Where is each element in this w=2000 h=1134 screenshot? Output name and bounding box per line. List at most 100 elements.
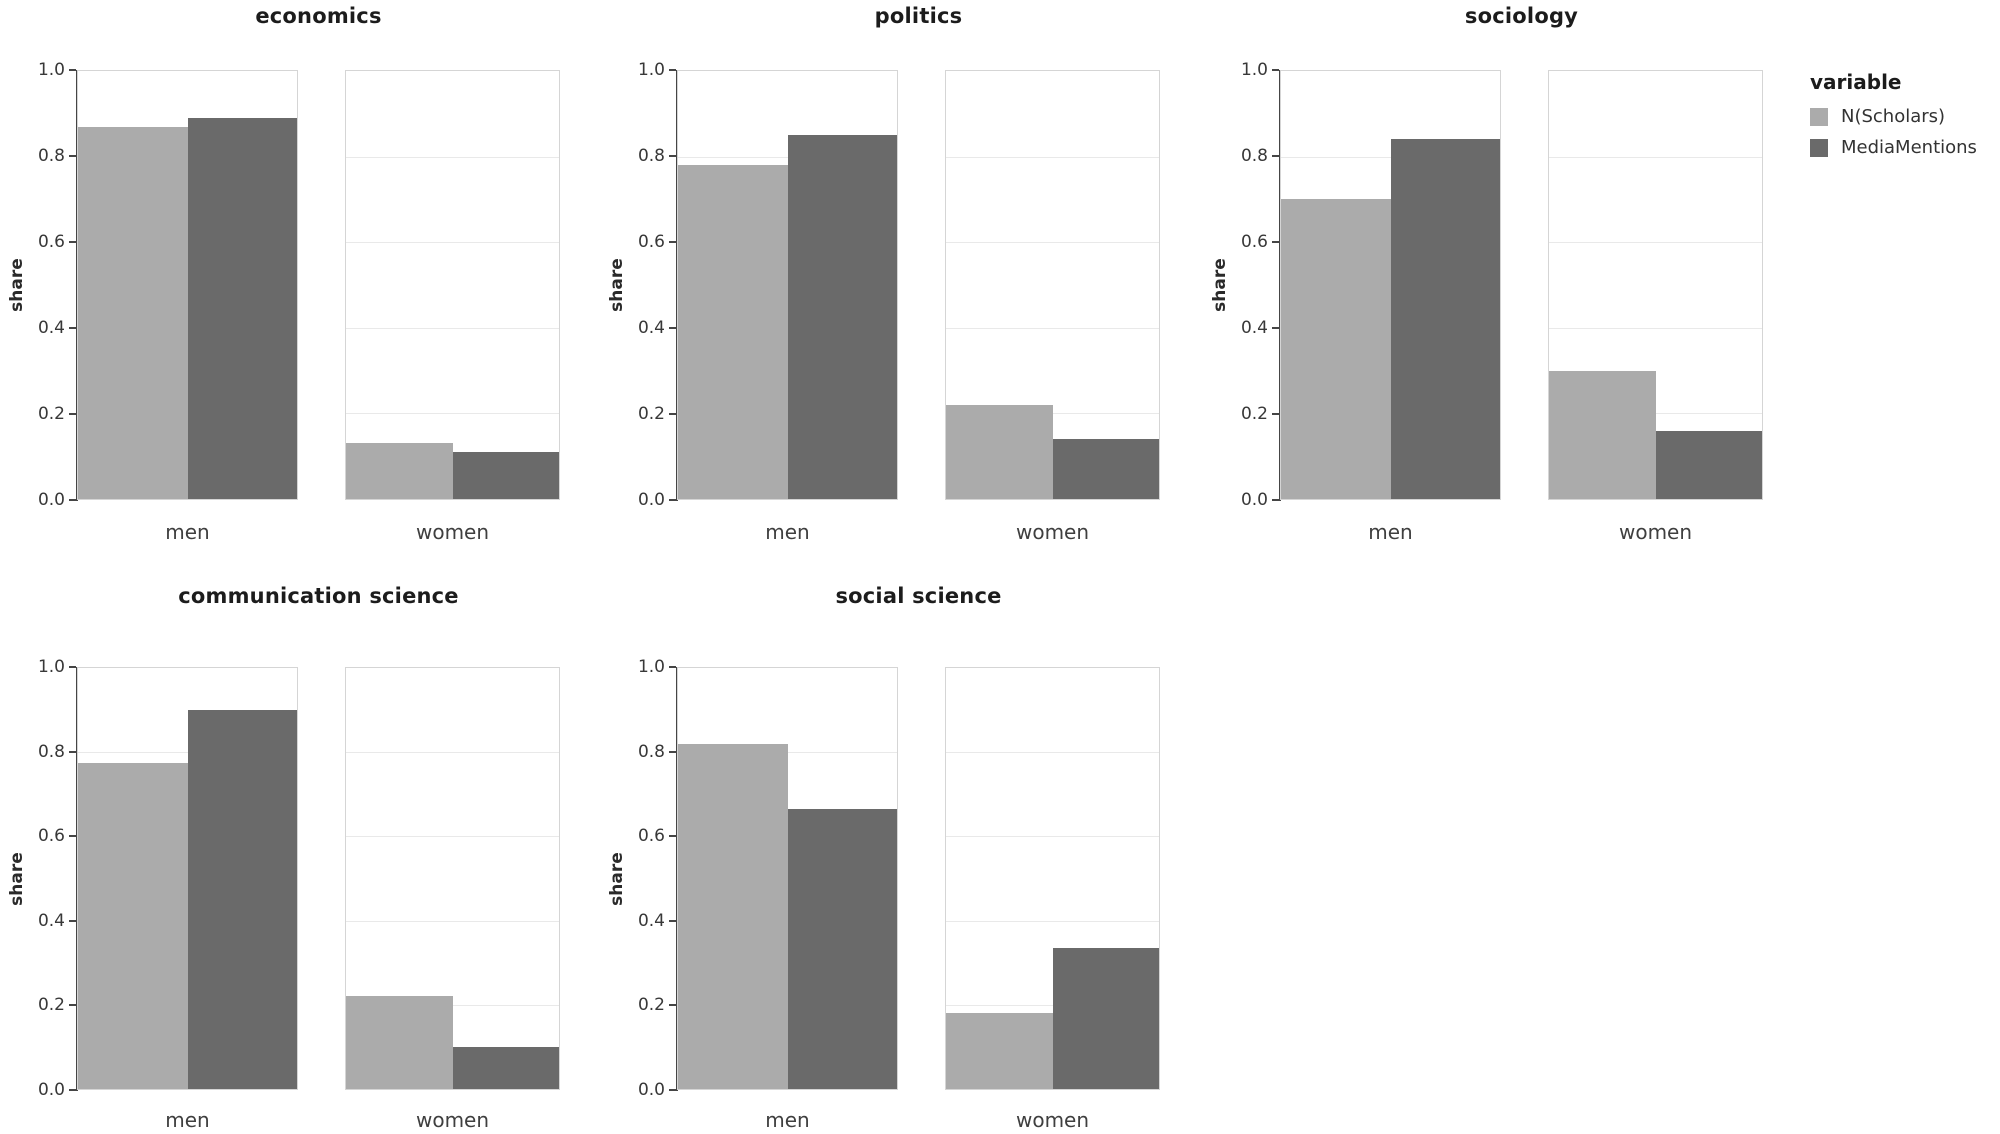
- y-tick: [669, 919, 676, 922]
- y-tick-label: 0.0: [1240, 490, 1268, 510]
- bar-mediamentions: [1052, 439, 1159, 499]
- y-tick-label: 0.6: [637, 232, 665, 252]
- bar-nscholars: [78, 762, 188, 1089]
- panel-women: [1548, 70, 1763, 500]
- gridline: [346, 1004, 559, 1006]
- gridline: [946, 836, 1159, 838]
- y-tick-label: 0.6: [37, 232, 65, 252]
- bar-nscholars: [78, 126, 188, 499]
- y-tick: [69, 413, 76, 415]
- mediamentions-swatch-icon: [1810, 138, 1828, 157]
- y-tick-label: 1.0: [37, 657, 65, 677]
- y-tick: [669, 835, 676, 838]
- x-tick-label: women: [415, 1108, 490, 1132]
- bar-mediamentions: [787, 135, 897, 499]
- x-tick-label: men: [165, 1108, 210, 1132]
- y-tick-label: 0.6: [37, 826, 65, 847]
- panel-men: [677, 70, 898, 500]
- x-tick-label: women: [415, 520, 490, 544]
- gridline: [1549, 327, 1762, 329]
- y-tick: [669, 666, 676, 668]
- bar-nscholars: [946, 1013, 1053, 1089]
- y-axis-label: share: [607, 258, 627, 312]
- y-tick-label: 0.6: [637, 826, 665, 847]
- y-tick-label: 0.8: [37, 741, 65, 762]
- gridline: [346, 836, 559, 838]
- legend-entry-nscholars: N(Scholars): [1810, 106, 1977, 127]
- y-tick: [69, 750, 76, 753]
- y-tick: [69, 241, 76, 243]
- x-tick-label: men: [765, 1108, 810, 1132]
- gridline: [946, 920, 1159, 922]
- bar-nscholars: [346, 443, 453, 499]
- bar-nscholars: [346, 996, 453, 1089]
- facet-title: sociology: [1464, 4, 1579, 28]
- y-tick-label: 0.6: [1240, 232, 1268, 252]
- y-tick-label: 0.0: [37, 490, 65, 510]
- y-tick: [69, 499, 76, 501]
- y-tick: [69, 835, 76, 838]
- legend-title: variable: [1810, 70, 1902, 94]
- y-axis-label: share: [1210, 258, 1230, 312]
- gridline: [946, 752, 1159, 754]
- y-tick-label: 0.2: [637, 995, 665, 1016]
- y-tick: [669, 327, 676, 329]
- y-tick: [69, 919, 76, 922]
- y-tick: [669, 1089, 676, 1091]
- gridline: [346, 413, 559, 415]
- gridline: [946, 242, 1159, 244]
- y-tick-label: 1.0: [37, 60, 65, 80]
- legend-label: MediaMentions: [1841, 137, 1977, 158]
- gridline: [346, 156, 559, 158]
- y-tick-label: 0.4: [37, 910, 65, 931]
- y-tick: [669, 155, 676, 157]
- y-tick-label: 0.2: [1240, 404, 1268, 424]
- y-tick: [669, 413, 676, 415]
- y-tick: [1272, 69, 1279, 71]
- gridline: [1549, 156, 1762, 158]
- bar-mediamentions: [1390, 139, 1500, 499]
- bar-nscholars: [946, 404, 1053, 499]
- x-tick-label: men: [165, 520, 210, 544]
- y-tick-label: 0.8: [1240, 146, 1268, 166]
- bar-mediamentions: [787, 809, 897, 1089]
- bar-nscholars: [678, 165, 788, 499]
- y-axis-label: share: [7, 851, 27, 906]
- gridline: [346, 327, 559, 329]
- legend-label: N(Scholars): [1841, 106, 1946, 127]
- y-tick-label: 0.0: [637, 1080, 665, 1100]
- y-tick: [69, 69, 76, 71]
- gridline: [946, 327, 1159, 329]
- y-axis-label: share: [7, 258, 27, 312]
- panel-men: [77, 667, 298, 1090]
- bar-nscholars: [1549, 370, 1656, 499]
- gridline: [678, 752, 897, 754]
- y-tick: [669, 69, 676, 71]
- y-tick: [1272, 241, 1279, 243]
- panel-women: [345, 667, 560, 1090]
- x-tick-label: women: [1015, 1108, 1090, 1132]
- y-tick: [1272, 155, 1279, 157]
- y-tick: [669, 499, 676, 501]
- y-tick: [1272, 413, 1279, 415]
- panel-men: [677, 667, 898, 1090]
- y-tick-label: 1.0: [1240, 60, 1268, 80]
- gridline: [1549, 413, 1762, 415]
- facet-title: politics: [874, 4, 963, 28]
- facet-title: social science: [835, 584, 1002, 608]
- y-tick-label: 0.0: [37, 1080, 65, 1100]
- facet-title: communication science: [178, 584, 459, 608]
- y-tick-label: 0.4: [1240, 318, 1268, 338]
- gridline: [346, 242, 559, 244]
- legend: variable N(Scholars) MediaMentions: [1810, 70, 1977, 168]
- facet-title: economics: [255, 4, 382, 28]
- y-tick: [69, 1004, 76, 1007]
- y-tick-label: 0.2: [637, 404, 665, 424]
- y-axis-label: share: [607, 851, 627, 906]
- gridline: [946, 413, 1159, 415]
- y-tick: [669, 1004, 676, 1007]
- y-tick-label: 0.2: [37, 995, 65, 1016]
- panel-men: [77, 70, 298, 500]
- bar-mediamentions: [1655, 430, 1762, 499]
